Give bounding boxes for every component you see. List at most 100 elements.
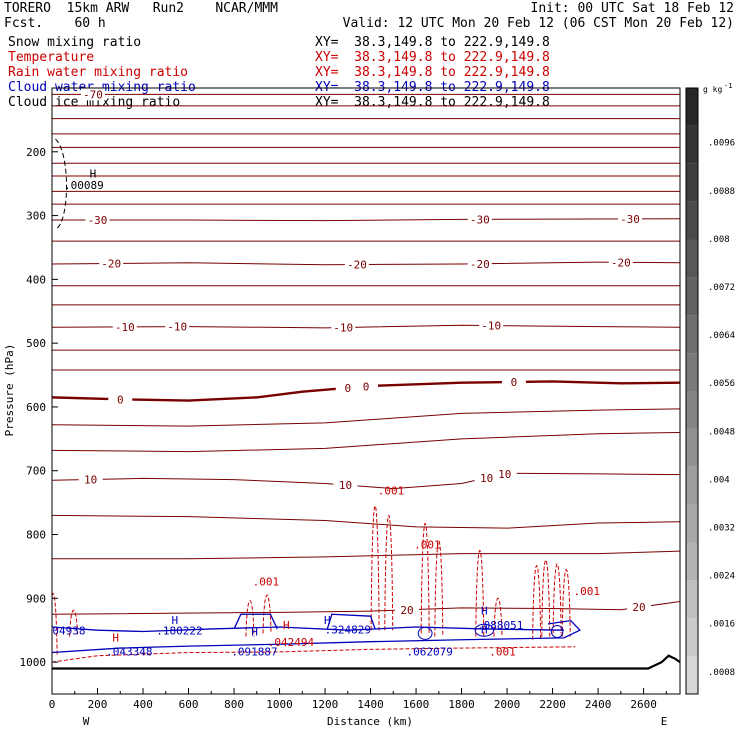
y-tick-label: 300 <box>26 210 46 223</box>
isotherm-label: 0 <box>363 380 370 393</box>
isotherm-label: -30 <box>620 213 640 226</box>
rain-water-contour <box>52 593 58 656</box>
y-axis-title: Pressure (hPa) <box>3 344 16 437</box>
isotherm-line <box>52 431 680 453</box>
cloud-ice-contour <box>55 138 67 231</box>
colorbar-tick-label: .0088 <box>708 187 735 197</box>
colorbar-unit-exponent: -1 <box>724 82 732 90</box>
isotherm-label: 10 <box>480 472 493 485</box>
colorbar-cell <box>686 125 698 164</box>
extreme-marker: H <box>251 625 258 638</box>
isotherm-label: -20 <box>101 258 121 271</box>
colorbar-cell <box>686 391 698 429</box>
forecast-hour: Fcst. 60 h <box>4 16 106 31</box>
isotherm-label: 10 <box>84 473 97 486</box>
rain-water-label: .001 <box>253 576 280 589</box>
isotherm-label-bg <box>492 467 517 480</box>
isotherm-label: -30 <box>470 213 490 226</box>
field-name-rain: Rain water mixing ratio <box>8 65 189 80</box>
isotherm-label: -20 <box>611 256 631 269</box>
x-tick-label: 1200 <box>312 698 339 711</box>
field-name-cloud-ice: Cloud ice mixing ratio <box>8 95 181 110</box>
x-tick-label: 1000 <box>266 698 293 711</box>
field-name-snow: Snow mixing ratio <box>8 35 142 50</box>
colorbar-cell <box>686 542 698 581</box>
rain-water-contour <box>532 565 542 640</box>
isotherm-label: -10 <box>115 321 135 334</box>
rain-water-contour <box>561 569 571 637</box>
colorbar-tick-label: .0096 <box>708 139 735 149</box>
rain-water-contour <box>420 522 430 634</box>
extreme-marker: H <box>283 619 290 632</box>
x-tick-label: 1600 <box>403 698 430 711</box>
isotherm-label: 10 <box>339 479 352 492</box>
cloud-water-contour <box>474 623 495 637</box>
isotherm-label: 20 <box>400 604 413 617</box>
colorbar-cell <box>686 315 698 354</box>
rain-water-contour <box>552 563 562 634</box>
isotherm-label-bg <box>474 471 499 484</box>
cloud-water-label: .091887 <box>231 646 277 659</box>
rain-water-contour <box>493 598 503 637</box>
isotherm-label: -20 <box>347 259 367 272</box>
extreme-marker: H <box>481 604 488 617</box>
isotherm-label: 20 <box>632 601 645 614</box>
isotherm-label: -10 <box>167 321 187 334</box>
rain-water-contour <box>434 540 444 637</box>
cloud-water-contour <box>550 624 564 638</box>
colorbar-cell <box>686 428 698 467</box>
isotherm-label: -30 <box>88 214 108 227</box>
isotherm-label-bg <box>501 375 526 388</box>
x-axis-title: Distance (km) <box>327 715 413 728</box>
isotherm-line <box>52 550 680 560</box>
colorbar-cell <box>686 88 698 126</box>
extreme-marker: H <box>90 167 97 180</box>
cloud-water-contour <box>417 626 433 640</box>
y-tick-label: 700 <box>26 465 46 478</box>
rain-water-label: .001 <box>573 585 600 598</box>
rain-water-label: .001 <box>489 646 516 659</box>
x-tick-label: 2400 <box>585 698 612 711</box>
colorbar-tick-label: .008 <box>708 235 730 245</box>
isotherm-label: -20 <box>470 258 490 271</box>
isotherm-label-bg <box>108 393 133 406</box>
colorbar-cell <box>686 239 698 278</box>
isotherm-line <box>52 218 680 222</box>
isotherm-label-bg <box>467 213 492 226</box>
extreme-marker: H <box>324 614 331 627</box>
isotherm-label-bg <box>99 257 124 270</box>
x-tick-label: 2000 <box>494 698 521 711</box>
y-tick-label: 1000 <box>20 656 47 669</box>
init-time: Init: 00 UTC Sat 18 Feb 12 <box>530 1 735 16</box>
cloud-water-label: .043348 <box>106 646 152 659</box>
isotherm-label-bg <box>394 603 419 616</box>
isotherm-label-bg <box>467 257 492 270</box>
isotherm-label: 0 <box>344 382 351 395</box>
cloud-water-label: .04938 <box>46 625 86 638</box>
field-xy-temperature: XY= 38.3,149.8 to 222.9,149.8 <box>315 50 550 65</box>
x-tick-label: 2200 <box>539 698 566 711</box>
cloud-water-label: .088051 <box>477 619 523 632</box>
colorbar-cell <box>686 353 698 391</box>
cloud-water-label: .062079 <box>407 646 453 659</box>
colorbar-tick-label: .0064 <box>708 331 735 341</box>
isotherm-label-bg <box>331 321 356 334</box>
rain-water-contour <box>384 514 394 631</box>
cloud-water-contour <box>233 613 278 630</box>
cloud-water-contour <box>326 613 376 630</box>
colorbar-tick-label: .0008 <box>708 668 735 678</box>
isotherm-label-bg <box>617 212 642 225</box>
extreme-marker: H <box>112 632 119 645</box>
colorbar-cell <box>686 580 698 619</box>
isotherm-label-bg <box>165 320 190 333</box>
colorbar-cell <box>686 163 698 202</box>
colorbar-cell <box>686 277 698 316</box>
terrain-line <box>52 654 681 670</box>
field-xy-cloud-ice: XY= 38.3,149.8 to 222.9,149.8 <box>315 95 550 110</box>
rain-water-contour <box>475 549 485 637</box>
rain-water-contour <box>52 646 576 663</box>
colorbar-tick-label: .0056 <box>708 379 735 389</box>
x-tick-label: 200 <box>88 698 108 711</box>
